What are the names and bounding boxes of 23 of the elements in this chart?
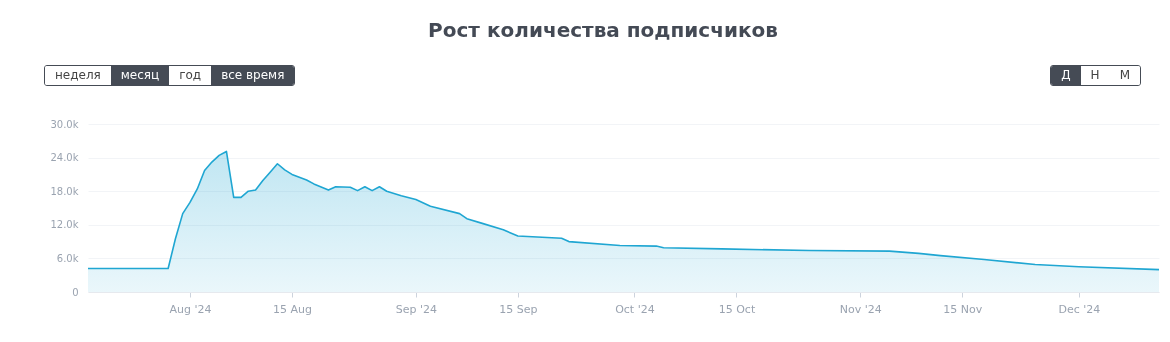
y-tick-label: 30.0k — [50, 118, 79, 130]
text: Н — [1080, 66, 1110, 85]
text: неделя — [45, 66, 111, 85]
y-tick-label: 18.0k — [50, 185, 79, 197]
text: Д — [1051, 66, 1081, 85]
x-tick-label: Sep '24 — [395, 302, 437, 316]
chart-title: Рост количества подписчиков — [427, 18, 779, 42]
x-tick-label: Oct '24 — [615, 302, 655, 316]
y-tick-label: 6.0k — [56, 252, 79, 264]
text: месяц — [110, 66, 170, 85]
y-tick-label: 24.0k — [50, 152, 79, 164]
x-tick-label: Nov '24 — [839, 302, 882, 316]
x-tick-label: 15 Sep — [499, 302, 538, 316]
x-tick-label: Dec '24 — [1058, 302, 1101, 316]
x-tick-label: 15 Aug — [273, 302, 312, 316]
text: М — [1109, 66, 1140, 85]
x-tick-label: Aug '24 — [169, 302, 212, 316]
text: год — [169, 66, 212, 85]
text: все время — [211, 66, 295, 85]
y-tick-label: 0 — [72, 286, 79, 298]
x-tick-label: 15 Nov — [943, 302, 983, 316]
y-tick-label: 12.0k — [50, 219, 79, 231]
x-tick-label: 15 Oct — [718, 302, 756, 316]
